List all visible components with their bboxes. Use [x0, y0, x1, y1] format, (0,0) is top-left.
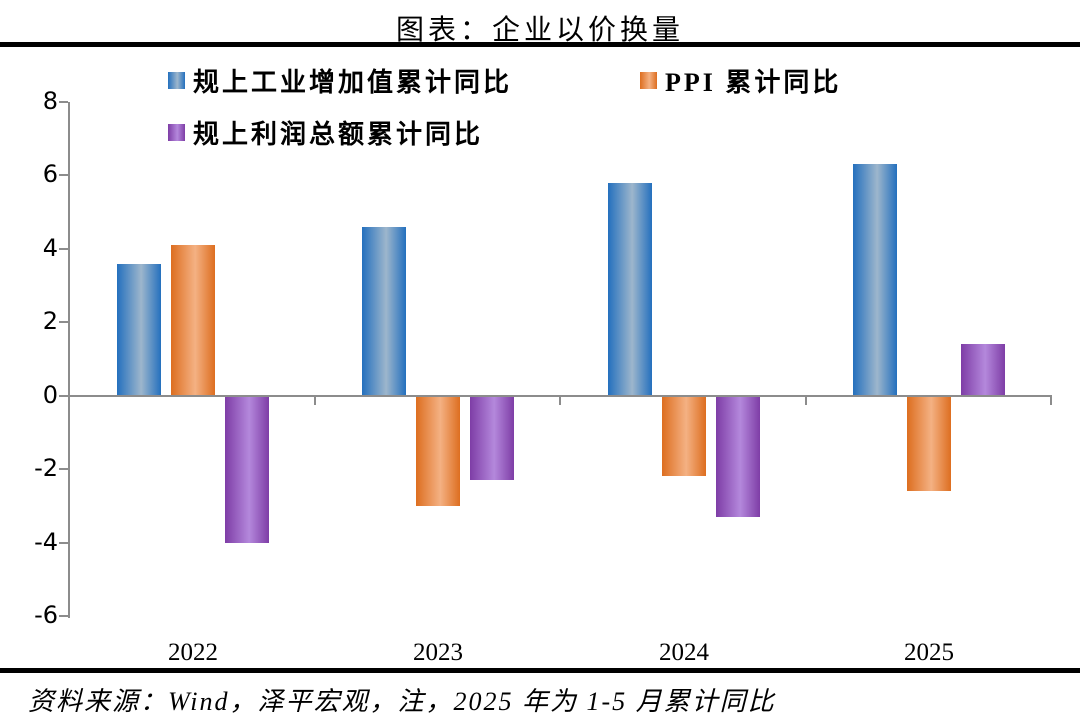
bar-industrial-profit-2025: [961, 344, 1005, 395]
y-axis-label: -6: [34, 601, 58, 629]
x-axis-label: 2022: [168, 639, 218, 666]
bar-industrial-profit-2023: [470, 397, 514, 480]
legend-swatch-orange: [640, 71, 657, 89]
legend-swatch-blue: [168, 71, 185, 89]
category-boundary-tick: [805, 397, 807, 405]
x-axis-label: 2024: [659, 639, 709, 666]
category-boundary-tick: [1050, 397, 1052, 405]
y-axis-tick: [59, 321, 68, 323]
bar-industrial-profit-2024: [716, 397, 760, 517]
bar-ppi-2025: [907, 397, 951, 491]
y-axis-tick: [59, 615, 68, 617]
y-axis-label: 6: [42, 160, 58, 188]
y-axis-label: -4: [34, 528, 58, 556]
bar-ppi-2024: [662, 397, 706, 476]
bar-industrial-value-added-2022: [117, 264, 161, 395]
legend-item-industrial-value-added: 规上工业增加值累计同比: [168, 68, 512, 97]
y-axis-label: 2: [42, 307, 58, 335]
legend-item-industrial-profit: 规上利润总额累计同比: [168, 120, 483, 149]
legend-item-ppi: PPI 累计同比: [640, 68, 841, 97]
x-axis-label: 2023: [413, 639, 463, 666]
bar-industrial-value-added-2023: [362, 227, 406, 395]
y-axis-label: 0: [42, 381, 58, 409]
y-axis-tick: [59, 174, 68, 176]
category-boundary-tick: [559, 397, 561, 405]
y-axis-tick: [59, 542, 68, 544]
bar-industrial-value-added-2024: [608, 183, 652, 395]
zero-axis-line: [70, 395, 1052, 397]
bar-ppi-2023: [416, 397, 460, 506]
y-axis-label: 4: [42, 234, 58, 262]
bar-ppi-2022: [171, 245, 215, 395]
bottom-divider-rule: [0, 668, 1080, 673]
legend-label: PPI 累计同比: [665, 67, 842, 97]
y-axis-line: [68, 102, 70, 618]
source-note: 资料来源：Wind，泽平宏观，注，2025 年为 1-5 月累计同比: [28, 687, 776, 716]
legend-swatch-purple: [168, 123, 185, 141]
category-boundary-tick: [314, 397, 316, 405]
y-axis-label: -2: [34, 454, 58, 482]
y-axis-label: 8: [42, 87, 58, 115]
y-axis-tick: [59, 248, 68, 250]
bar-industrial-profit-2022: [225, 397, 269, 543]
legend-label: 规上工业增加值累计同比: [193, 67, 513, 97]
y-axis-tick: [59, 395, 68, 397]
legend-label: 规上利润总额累计同比: [193, 119, 484, 149]
chart-title: 图表：企业以价换量: [395, 15, 684, 46]
bar-industrial-value-added-2025: [853, 164, 897, 395]
x-axis-label: 2025: [904, 639, 954, 666]
top-divider-rule: [0, 42, 1080, 47]
y-axis-tick: [59, 101, 68, 103]
y-axis-tick: [59, 468, 68, 470]
